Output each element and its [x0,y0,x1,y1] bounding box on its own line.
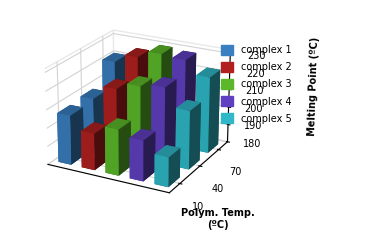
Text: Polym. Temp.
(ºC): Polym. Temp. (ºC) [181,208,254,230]
Legend: complex 1, complex 2, complex 3, complex 4, complex 5: complex 1, complex 2, complex 3, complex… [221,45,292,124]
